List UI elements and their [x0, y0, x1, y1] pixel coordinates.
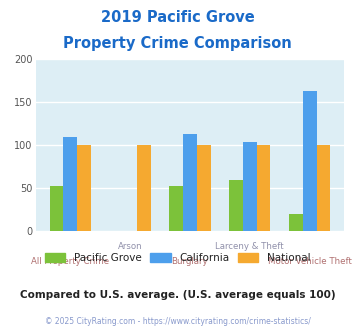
Text: Arson: Arson — [118, 242, 142, 251]
Text: © 2025 CityRating.com - https://www.cityrating.com/crime-statistics/: © 2025 CityRating.com - https://www.city… — [45, 317, 310, 326]
Text: All Property Crime: All Property Crime — [31, 257, 109, 266]
Text: Compared to U.S. average. (U.S. average equals 100): Compared to U.S. average. (U.S. average … — [20, 290, 335, 300]
Bar — [243, 142, 257, 231]
Text: Motor Vehicle Theft: Motor Vehicle Theft — [268, 257, 351, 266]
Bar — [289, 214, 303, 231]
Bar — [77, 145, 91, 231]
Legend: Pacific Grove, California, National: Pacific Grove, California, National — [40, 248, 315, 267]
Text: 2019 Pacific Grove: 2019 Pacific Grove — [100, 10, 255, 25]
Text: Property Crime Comparison: Property Crime Comparison — [63, 36, 292, 51]
Bar — [303, 91, 317, 231]
Bar — [257, 145, 271, 231]
Bar — [137, 145, 151, 231]
Bar — [169, 185, 183, 231]
Bar — [50, 185, 63, 231]
Text: Larceny & Theft: Larceny & Theft — [215, 242, 284, 251]
Bar — [183, 134, 197, 231]
Bar — [197, 145, 211, 231]
Text: Burglary: Burglary — [171, 257, 208, 266]
Bar — [317, 145, 330, 231]
Bar — [229, 181, 243, 231]
Bar — [63, 137, 77, 231]
